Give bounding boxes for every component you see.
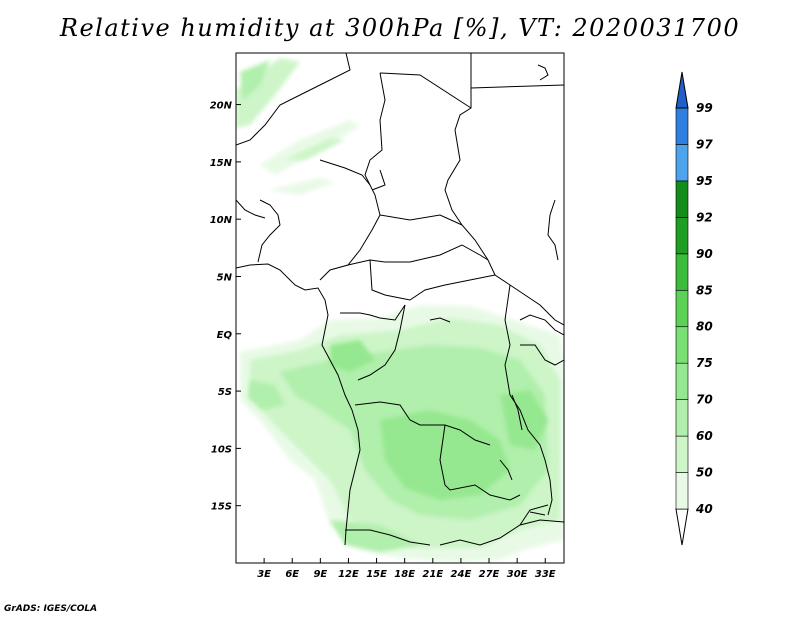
colorbar-label: 95 [696, 174, 713, 188]
colorbar-label: 90 [696, 247, 713, 261]
x-axis: 3E 6E 9E 12E 15E 18E 21E 24E 27E 30E 33E [257, 558, 556, 580]
y-tick-label: 15S [211, 502, 232, 513]
colorbar-label: 85 [696, 283, 713, 297]
colorbar-max-arrow [675, 71, 689, 109]
colorbar-segment [675, 326, 689, 364]
colorbar-segment [675, 289, 689, 328]
x-tick-label: 30E [507, 569, 528, 580]
y-tick-label: 10N [210, 215, 233, 226]
humidity-field [236, 58, 564, 562]
colorbar-label: 50 [696, 466, 713, 480]
y-tick-label: 20N [210, 101, 233, 112]
colorbar-label: 97 [696, 137, 713, 151]
x-tick-label: 18E [394, 569, 415, 580]
colorbar-label: 60 [696, 429, 713, 443]
y-tick-label: 10S [211, 444, 232, 455]
colorbar-segment [675, 180, 689, 218]
y-tick-label: EQ [217, 330, 233, 341]
colorbar-label: 99 [696, 101, 713, 115]
colorbar-label: 92 [696, 210, 713, 224]
y-tick-label: 5N [217, 272, 233, 283]
colorbar-segment [675, 362, 689, 400]
colorbar-segment [675, 217, 689, 255]
x-tick-label: 21E [422, 569, 443, 580]
country-borders [236, 53, 564, 546]
colorbar-label: 80 [696, 320, 713, 334]
x-tick-label: 9E [313, 569, 327, 580]
colorbar-segment [675, 253, 689, 291]
colorbar-segment [675, 399, 689, 437]
x-tick-label: 15E [366, 569, 387, 580]
colorbar-min-arrow [675, 508, 689, 546]
colorbar-label: 40 [695, 502, 713, 516]
grads-credit: GrADS: IGES/COLA [4, 604, 98, 614]
map-frame [235, 52, 565, 564]
colorbar-label: 70 [696, 393, 713, 407]
x-tick-label: 12E [338, 569, 359, 580]
x-tick-label: 27E [479, 569, 500, 580]
colorbar-label: 75 [696, 356, 713, 370]
y-axis: 20N 15N 10N 5N EQ 5S 10S 15S [210, 101, 241, 513]
colorbar-segment [675, 472, 689, 510]
map-title: Relative humidity at 300hPa [%], VT: 202… [59, 14, 741, 42]
x-tick-label: 33E [535, 569, 556, 580]
x-tick-label: 3E [257, 569, 271, 580]
y-tick-label: 5S [218, 387, 232, 398]
colorbar-segment [675, 435, 689, 473]
colorbar-segment [675, 107, 689, 145]
x-tick-label: 24E [451, 569, 472, 580]
y-tick-label: 15N [210, 158, 233, 169]
x-tick-label: 6E [285, 569, 299, 580]
colorbar: 40 50 60 70 75 80 85 90 92 95 97 99 [675, 71, 713, 546]
colorbar-segment [675, 144, 689, 182]
